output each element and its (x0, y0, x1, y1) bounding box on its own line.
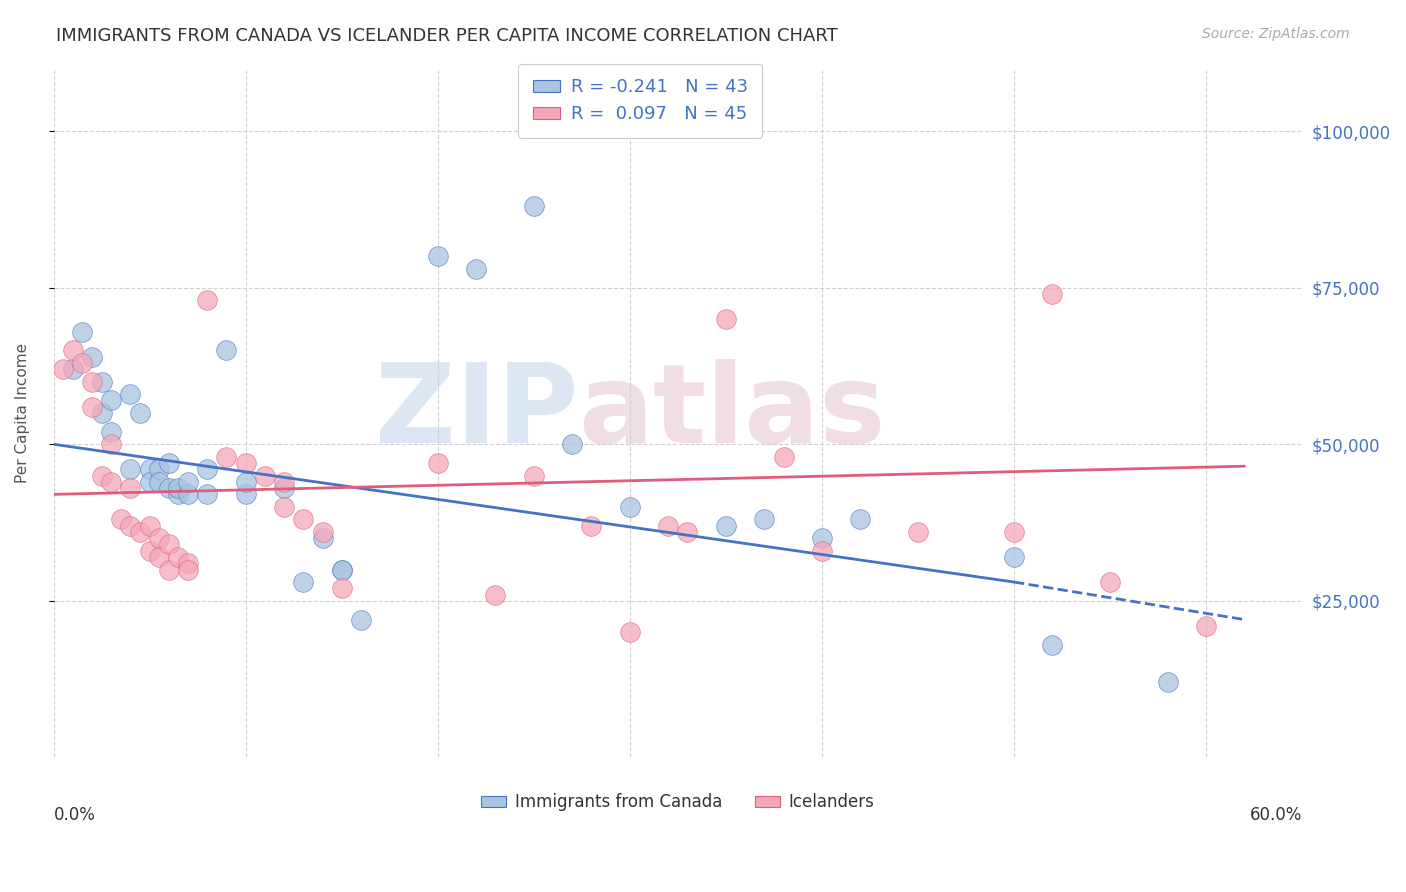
Point (907, 524, 929, 539)
Point (157, 562, 180, 576)
Point (426, 456, 449, 470)
Y-axis label: Per Capita Income: Per Capita Income (15, 343, 30, 483)
Point (177, 562, 200, 576)
Point (273, 481, 295, 495)
Point (1042, 287, 1064, 301)
Point (215, 343, 238, 358)
Point (215, 450, 238, 464)
Point (311, 524, 333, 539)
Point (195, 293, 218, 308)
Point (581, 518, 603, 533)
Point (157, 537, 180, 551)
Point (235, 487, 257, 501)
Point (311, 531, 333, 545)
Point (120, 518, 142, 533)
Point (523, 468, 546, 483)
Point (129, 406, 152, 420)
Point (90, 468, 112, 483)
Text: 0.0%: 0.0% (53, 805, 96, 823)
Point (100, 475, 122, 489)
Point (657, 518, 679, 533)
Point (148, 462, 170, 476)
Point (811, 531, 834, 545)
Point (157, 456, 180, 470)
Point (676, 524, 699, 539)
Point (772, 450, 794, 464)
Point (235, 475, 257, 489)
Point (167, 481, 190, 495)
Point (129, 524, 152, 539)
Point (120, 462, 142, 476)
Point (1002, 549, 1025, 564)
Point (330, 562, 353, 576)
Point (80, 375, 103, 389)
Point (561, 437, 583, 451)
Point (120, 481, 142, 495)
Text: ZIP: ZIP (374, 359, 578, 467)
Point (100, 393, 122, 408)
Point (292, 512, 315, 526)
Point (148, 549, 170, 564)
Point (72, 325, 94, 339)
Point (52, 362, 75, 376)
Point (62, 362, 84, 376)
Point (177, 556, 200, 570)
Point (465, 261, 488, 276)
Point (138, 518, 160, 533)
Point (1002, 524, 1025, 539)
Point (253, 468, 276, 483)
Point (235, 456, 257, 470)
Point (90, 406, 112, 420)
Point (523, 199, 546, 213)
Point (1099, 575, 1122, 590)
Point (292, 575, 315, 590)
Point (811, 543, 834, 558)
Point (90, 375, 112, 389)
Point (754, 512, 776, 526)
Point (1157, 675, 1180, 690)
Point (157, 481, 180, 495)
Point (273, 475, 295, 489)
Point (138, 543, 160, 558)
Legend: Immigrants from Canada, Icelanders: Immigrants from Canada, Icelanders (475, 787, 882, 818)
Point (138, 462, 160, 476)
Point (177, 475, 200, 489)
Point (148, 531, 170, 545)
Point (100, 437, 122, 451)
Point (619, 500, 641, 514)
Point (100, 425, 122, 439)
Point (177, 487, 200, 501)
Point (167, 549, 190, 564)
Point (273, 500, 295, 514)
Point (138, 475, 160, 489)
Point (167, 487, 190, 501)
Point (148, 475, 170, 489)
Point (714, 312, 737, 326)
Point (80, 350, 103, 364)
Text: IMMIGRANTS FROM CANADA VS ICELANDER PER CAPITA INCOME CORRELATION CHART: IMMIGRANTS FROM CANADA VS ICELANDER PER … (56, 27, 838, 45)
Text: Source: ZipAtlas.com: Source: ZipAtlas.com (1202, 27, 1350, 41)
Point (426, 249, 449, 263)
Point (849, 512, 872, 526)
Point (330, 582, 353, 596)
Point (350, 613, 373, 627)
Point (714, 518, 737, 533)
Point (619, 625, 641, 640)
Point (110, 512, 132, 526)
Text: atlas: atlas (578, 359, 886, 467)
Point (72, 356, 94, 370)
Point (120, 387, 142, 401)
Point (330, 562, 353, 576)
Point (1195, 619, 1218, 633)
Point (80, 400, 103, 414)
Point (62, 343, 84, 358)
Point (195, 462, 218, 476)
Point (1042, 638, 1064, 652)
Point (484, 588, 506, 602)
Text: 60.0%: 60.0% (1250, 805, 1302, 823)
Point (195, 487, 218, 501)
